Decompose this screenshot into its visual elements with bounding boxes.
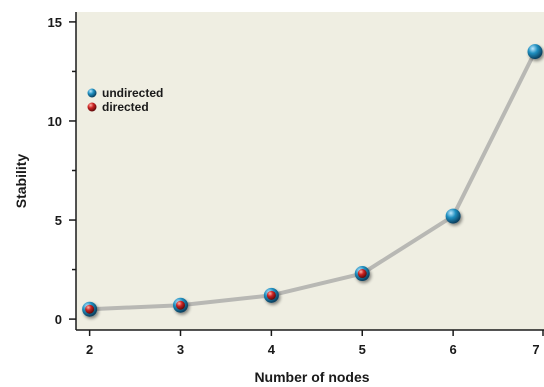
y-tick-label: 15 xyxy=(48,15,62,30)
x-tick-label: 6 xyxy=(450,342,457,357)
x-tick-label: 7 xyxy=(532,342,539,357)
data-point-directed xyxy=(176,300,186,310)
x-axis-title: Number of nodes xyxy=(254,369,369,385)
legend-item-undirected: undirected xyxy=(87,86,163,100)
data-point-directed xyxy=(266,290,276,300)
x-tick-label: 2 xyxy=(86,342,93,357)
legend-label-undirected: undirected xyxy=(102,86,163,100)
x-tick-label: 5 xyxy=(359,342,366,357)
x-tick-label: 3 xyxy=(177,342,184,357)
series-connecting-line xyxy=(87,49,537,312)
y-tick-label: 5 xyxy=(55,213,62,228)
data-point-directed xyxy=(357,269,367,279)
legend-marker-directed xyxy=(87,102,97,112)
y-tick-label: 0 xyxy=(55,312,62,327)
y-tick-label: 10 xyxy=(48,114,62,129)
plot-area-background xyxy=(76,12,544,330)
legend-item-directed: directed xyxy=(87,100,149,114)
legend: undirected directed xyxy=(87,86,163,114)
x-tick-label: 4 xyxy=(268,342,276,357)
legend-label-directed: directed xyxy=(102,100,149,114)
data-point-undirected xyxy=(527,44,543,60)
legend-marker-undirected xyxy=(87,88,97,98)
data-point-undirected xyxy=(445,208,461,224)
data-markers xyxy=(82,44,543,317)
y-axis-title: Stability xyxy=(13,154,29,209)
data-point-directed xyxy=(85,304,95,314)
y-axis-ticks: 0 5 10 15 xyxy=(48,15,76,327)
x-axis-ticks: 2 3 4 5 6 7 xyxy=(86,330,544,357)
